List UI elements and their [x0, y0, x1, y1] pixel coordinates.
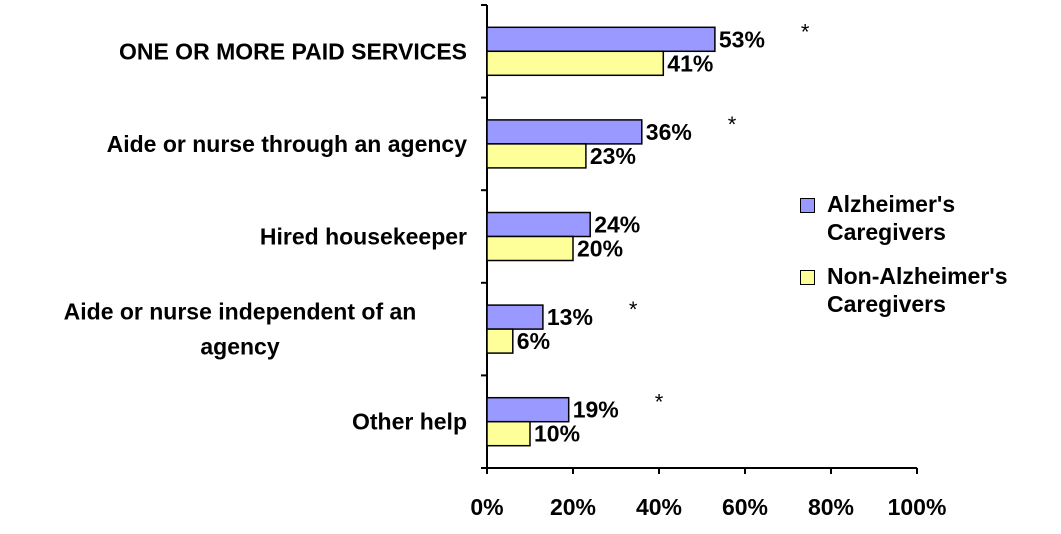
legend-label-non-alzheimers: Non-Alzheimer's Caregivers: [827, 263, 1008, 317]
bar: [486, 119, 643, 145]
legend-item-non-alzheimers: Non-Alzheimer's Caregivers: [800, 262, 1060, 318]
data-label: 53%: [719, 26, 765, 52]
bar: [486, 420, 531, 447]
data-label: 41%: [667, 50, 713, 76]
data-label: 19%: [573, 397, 619, 423]
x-tick-label: 100%: [888, 494, 947, 520]
category-label: Aide or nurse through an agency: [107, 131, 468, 157]
data-label: 23%: [590, 143, 636, 169]
significance-marker: *: [801, 19, 810, 44]
category-label: Hired housekeeper: [260, 224, 467, 250]
x-tick-label: 60%: [722, 494, 768, 520]
bar: [486, 143, 587, 169]
bar: [486, 211, 591, 238]
data-label: 20%: [577, 236, 623, 262]
significance-marker: *: [655, 390, 664, 415]
data-label: 24%: [594, 212, 640, 238]
x-tick-label: 20%: [550, 494, 596, 520]
category-label: Other help: [352, 409, 467, 435]
bar: [486, 304, 544, 330]
x-tick-label: 80%: [808, 494, 854, 520]
x-tick-label: 0%: [470, 494, 503, 520]
legend-label-alzheimers: Alzheimer's Caregivers: [827, 191, 956, 245]
data-label: 36%: [646, 119, 692, 145]
legend-item-alzheimers: Alzheimer's Caregivers: [800, 190, 1060, 246]
bar: [486, 50, 665, 77]
significance-marker: *: [728, 112, 737, 137]
legend-swatch-non-alzheimers: [800, 270, 815, 285]
data-label: 10%: [534, 421, 580, 447]
significance-marker: *: [629, 297, 638, 322]
data-label: 13%: [547, 304, 593, 330]
x-tick-label: 40%: [636, 494, 682, 520]
bar: [486, 328, 514, 354]
legend: Alzheimer's Caregivers Non-Alzheimer's C…: [800, 190, 1060, 334]
data-label: 6%: [517, 328, 550, 354]
bar: [486, 396, 570, 423]
bar: [486, 235, 574, 262]
category-label: ONE OR MORE PAID SERVICES: [119, 38, 467, 64]
bar: [486, 26, 716, 53]
category-label: agency: [200, 334, 279, 360]
legend-swatch-alzheimers: [800, 198, 815, 213]
category-label: Aide or nurse independent of an: [64, 299, 417, 325]
